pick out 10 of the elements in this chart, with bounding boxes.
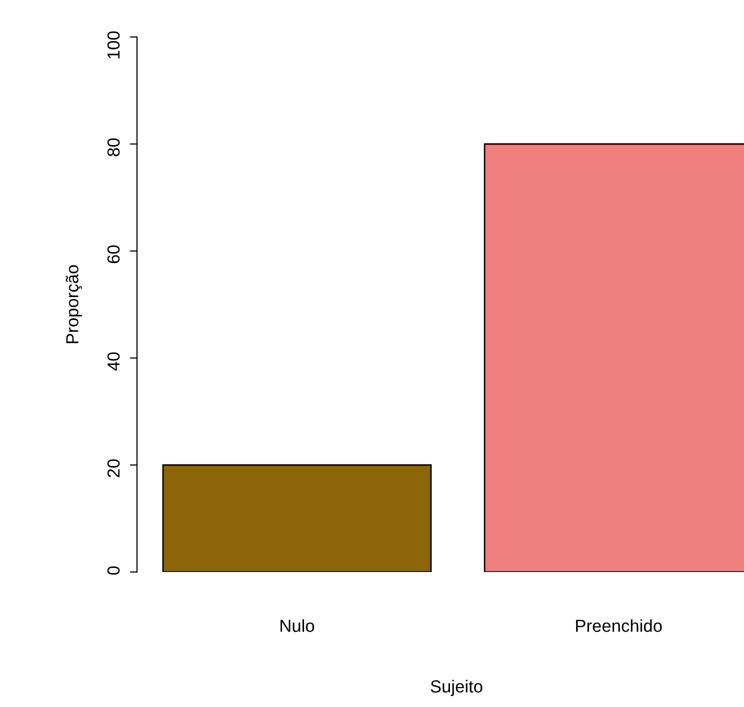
y-tick-label: 60 <box>107 245 120 264</box>
x-tick-label: Preenchido <box>576 619 662 632</box>
y-tick-label: 80 <box>107 138 120 156</box>
y-axis-title: Proporção <box>66 265 82 344</box>
y-tick-label: 40 <box>107 352 120 371</box>
x-tick-label: Nulo <box>280 619 314 632</box>
y-tick-label: 20 <box>107 459 120 478</box>
x-axis-title: Sujeito <box>430 680 482 696</box>
y-tick-label: 0 <box>107 566 120 575</box>
y-tick-label: 100 <box>107 31 120 58</box>
